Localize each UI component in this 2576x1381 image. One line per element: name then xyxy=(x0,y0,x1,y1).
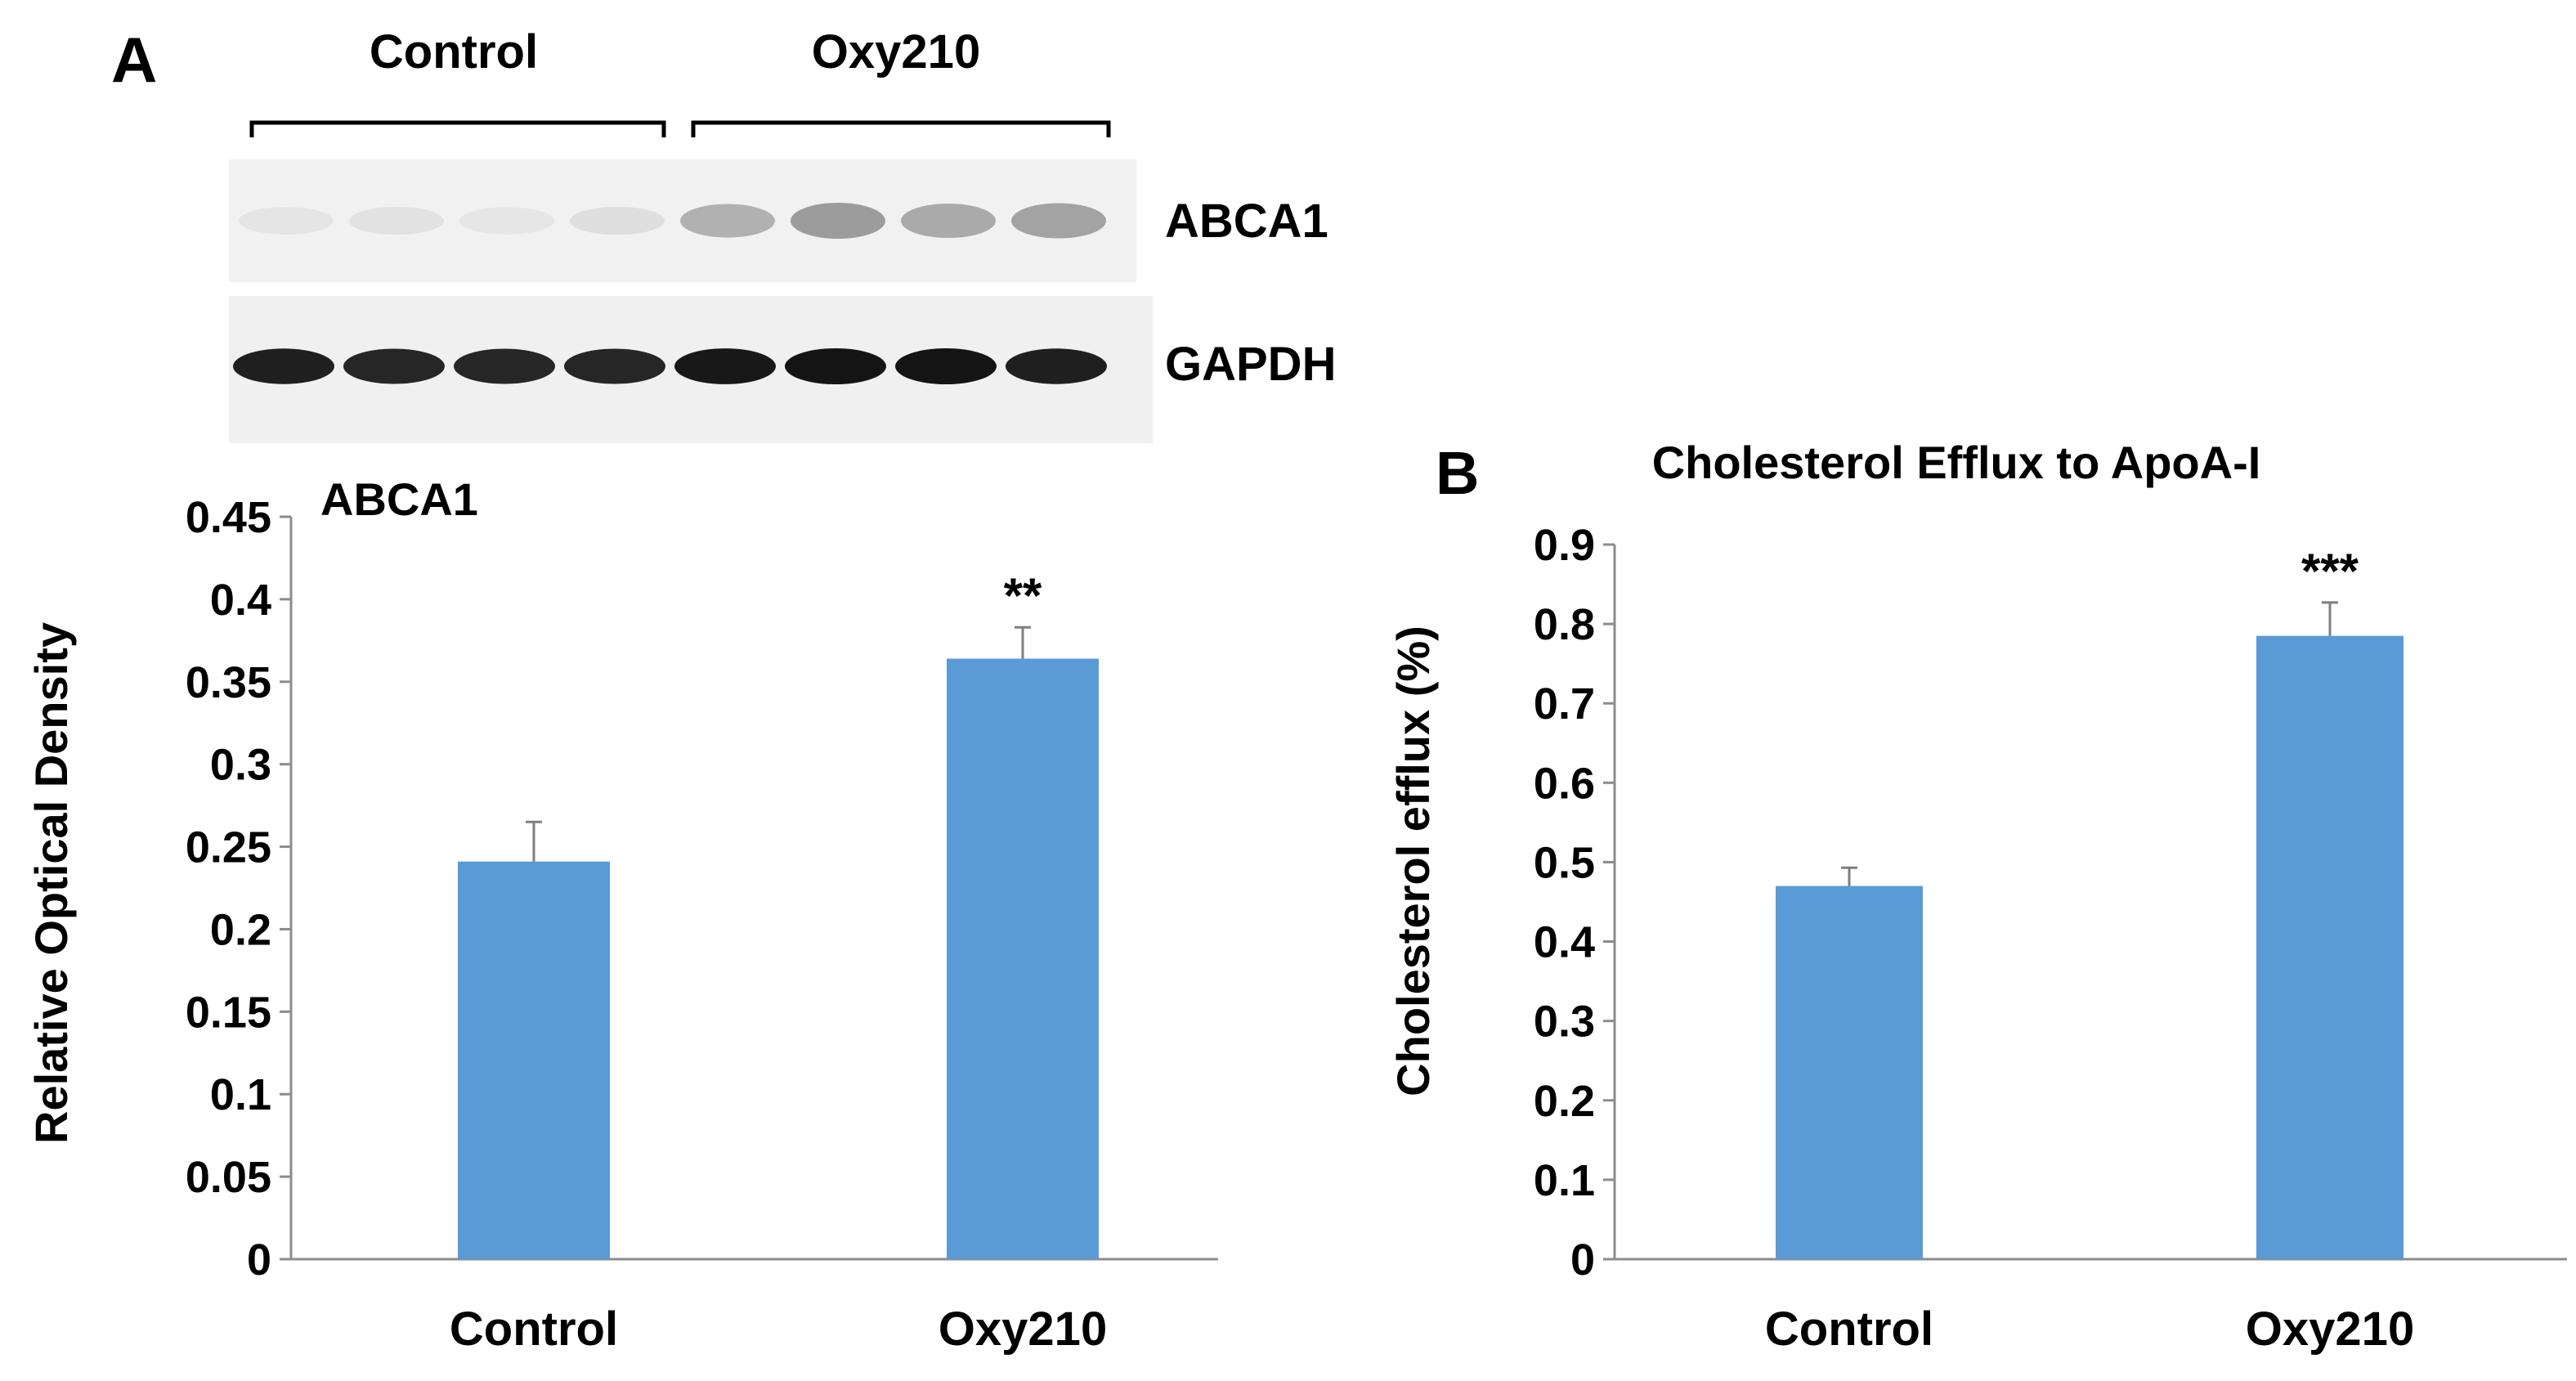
blot-protein-gapdh: GAPDH xyxy=(1165,338,1336,391)
y-tick-label: 0.4 xyxy=(1534,918,1595,967)
abca1-band xyxy=(349,207,444,235)
chart-cholesterol-efflux: Cholesterol Efflux to ApoA-I Cholesterol… xyxy=(1387,437,2567,1356)
blot-protein-abca1: ABCA1 xyxy=(1165,195,1328,248)
y-tick-label: 0.7 xyxy=(1534,679,1595,729)
x-tick-label: Oxy210 xyxy=(2246,1303,2414,1356)
x-tick-label: Control xyxy=(450,1303,618,1356)
y-tick-label: 0.3 xyxy=(1534,998,1595,1047)
gapdh-band xyxy=(454,348,555,384)
significance-label: ** xyxy=(1004,568,1042,623)
bar xyxy=(458,861,610,1259)
blot-group-oxy210: Oxy210 xyxy=(812,25,980,78)
blot-bracket-oxy210 xyxy=(691,120,1111,137)
chart-abca1: ABCA1 Relative Optical Density 00.050.10… xyxy=(25,473,1218,1356)
abca1-band xyxy=(570,206,665,235)
chart-a-bars: ** xyxy=(458,568,1099,1259)
x-tick-label: Control xyxy=(1765,1303,1933,1356)
y-tick-label: 0.8 xyxy=(1534,600,1595,649)
gapdh-bands xyxy=(233,348,1107,384)
chart-b-title: Cholesterol Efflux to ApoA-I xyxy=(1652,437,2261,488)
abca1-band xyxy=(791,203,885,239)
gapdh-band xyxy=(895,348,997,384)
y-tick-label: 0.9 xyxy=(1534,521,1595,570)
y-tick-label: 0.1 xyxy=(1534,1156,1595,1205)
chart-b-xlabels: Control Oxy210 xyxy=(1765,1303,2414,1356)
abca1-bands xyxy=(239,203,1106,239)
gapdh-band xyxy=(1006,348,1107,384)
gapdh-band xyxy=(233,348,334,384)
western-blot xyxy=(229,159,1153,443)
y-tick-label: 0.45 xyxy=(186,493,271,542)
y-tick-label: 0.2 xyxy=(1534,1077,1595,1126)
y-tick-label: 0.25 xyxy=(186,823,271,872)
x-tick-label: Oxy210 xyxy=(939,1303,1107,1356)
blot-group-control: Control xyxy=(370,25,538,78)
y-tick-label: 0 xyxy=(247,1235,271,1285)
y-tick-label: 0.05 xyxy=(186,1153,271,1202)
y-tick-label: 0.35 xyxy=(186,658,271,707)
panel-a-label: A xyxy=(111,24,157,96)
abca1-band xyxy=(239,207,334,235)
bar xyxy=(947,658,1099,1259)
gapdh-band xyxy=(785,348,886,384)
gapdh-band xyxy=(674,348,776,384)
y-tick-label: 0.3 xyxy=(210,741,271,790)
chart-a-ylabel: Relative Optical Density xyxy=(25,622,77,1144)
abca1-band xyxy=(901,204,996,238)
y-tick-label: 0.1 xyxy=(210,1070,271,1119)
y-tick-label: 0 xyxy=(1570,1235,1595,1285)
abca1-band xyxy=(1011,203,1106,239)
blot-bracket-control xyxy=(249,120,666,137)
chart-a-yticks: 0 0.05 0.1 0.15 0.2 0.25 0.3 0.35 0.4 0.45 xyxy=(186,493,1218,1285)
gapdh-band xyxy=(564,348,665,384)
panel-b-label: B xyxy=(1436,439,1479,507)
abca1-band xyxy=(459,207,554,235)
chart-b-bars: *** xyxy=(1776,544,2404,1259)
chart-a-xlabels: Control Oxy210 xyxy=(450,1303,1107,1356)
abca1-band xyxy=(680,204,775,238)
bar xyxy=(1776,886,1923,1259)
bar xyxy=(2256,635,2404,1259)
y-tick-label: 0.4 xyxy=(210,576,271,625)
y-tick-label: 0.6 xyxy=(1534,759,1595,808)
chart-a-title: ABCA1 xyxy=(320,473,478,525)
y-tick-label: 0.5 xyxy=(1534,838,1595,887)
y-tick-label: 0.2 xyxy=(210,905,271,954)
blot-header: Control Oxy210 xyxy=(249,25,1111,137)
gapdh-band xyxy=(343,348,445,384)
y-tick-label: 0.15 xyxy=(186,988,271,1037)
significance-label: *** xyxy=(2301,544,2359,599)
chart-b-ylabel: Cholesterol efflux (%) xyxy=(1387,625,1439,1096)
chart-b-yticks: 0 0.1 0.2 0.3 0.4 0.5 0.6 0.7 0.8 0.9 xyxy=(1534,521,2567,1285)
